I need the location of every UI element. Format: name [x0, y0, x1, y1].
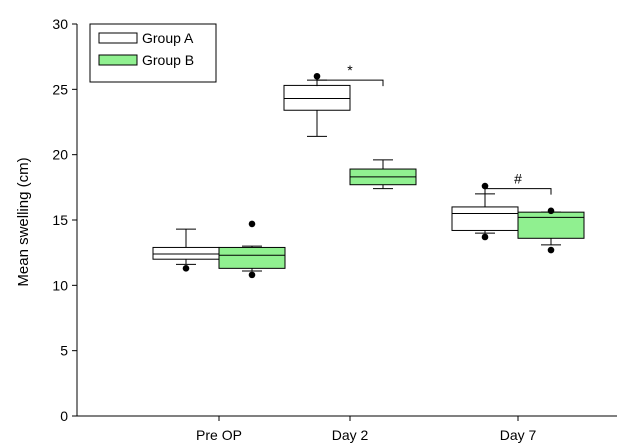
- significance-bracket: [484, 188, 552, 195]
- box-iqr: [283, 84, 351, 111]
- y-tick-label: 0: [60, 408, 68, 424]
- y-tick-label: 25: [52, 81, 68, 97]
- y-axis: 0 5 10 15 20 25 30: [52, 16, 78, 424]
- box-iqr: [451, 206, 519, 231]
- box-iqr: [152, 246, 220, 260]
- significance-marker: #: [514, 171, 522, 187]
- y-tick-label: 15: [52, 212, 68, 228]
- box-group-b-2: [349, 159, 417, 190]
- y-tick-label: 30: [52, 16, 68, 32]
- outlier-point: [481, 233, 489, 241]
- x-tick-label: Pre OP: [196, 427, 242, 443]
- outlier-point: [547, 207, 555, 215]
- significance-annotations: *#: [316, 62, 552, 195]
- outlier-point: [547, 246, 555, 254]
- y-tick-label: 20: [52, 147, 68, 163]
- y-tick-label: 5: [60, 343, 68, 359]
- legend-swatch: [98, 54, 138, 66]
- legend-label: Group B: [142, 52, 194, 68]
- significance-marker: *: [347, 62, 353, 78]
- outlier-point: [481, 182, 489, 190]
- box-group-b-1: [218, 220, 286, 279]
- outlier-point: [248, 271, 256, 279]
- box-group-a-1: [152, 228, 220, 272]
- box-iqr: [517, 211, 585, 239]
- x-axis: Pre OP Day 2 Day 7: [77, 415, 617, 443]
- legend: Group A Group B: [89, 23, 217, 83]
- box-iqr: [218, 246, 286, 269]
- legend-label: Group A: [142, 30, 194, 46]
- legend-swatch: [98, 32, 138, 44]
- y-tick-label: 10: [52, 277, 68, 293]
- x-tick-label: Day 7: [500, 427, 537, 443]
- y-axis-label: Mean swelling (cm): [15, 157, 32, 286]
- outlier-point: [313, 72, 321, 80]
- box-group-b-3: [517, 207, 585, 254]
- significance-bracket: [316, 79, 384, 87]
- outlier-point: [248, 220, 256, 228]
- x-tick-label: Day 2: [332, 427, 369, 443]
- outlier-point: [182, 265, 190, 272]
- box-group-a-3: [451, 182, 519, 241]
